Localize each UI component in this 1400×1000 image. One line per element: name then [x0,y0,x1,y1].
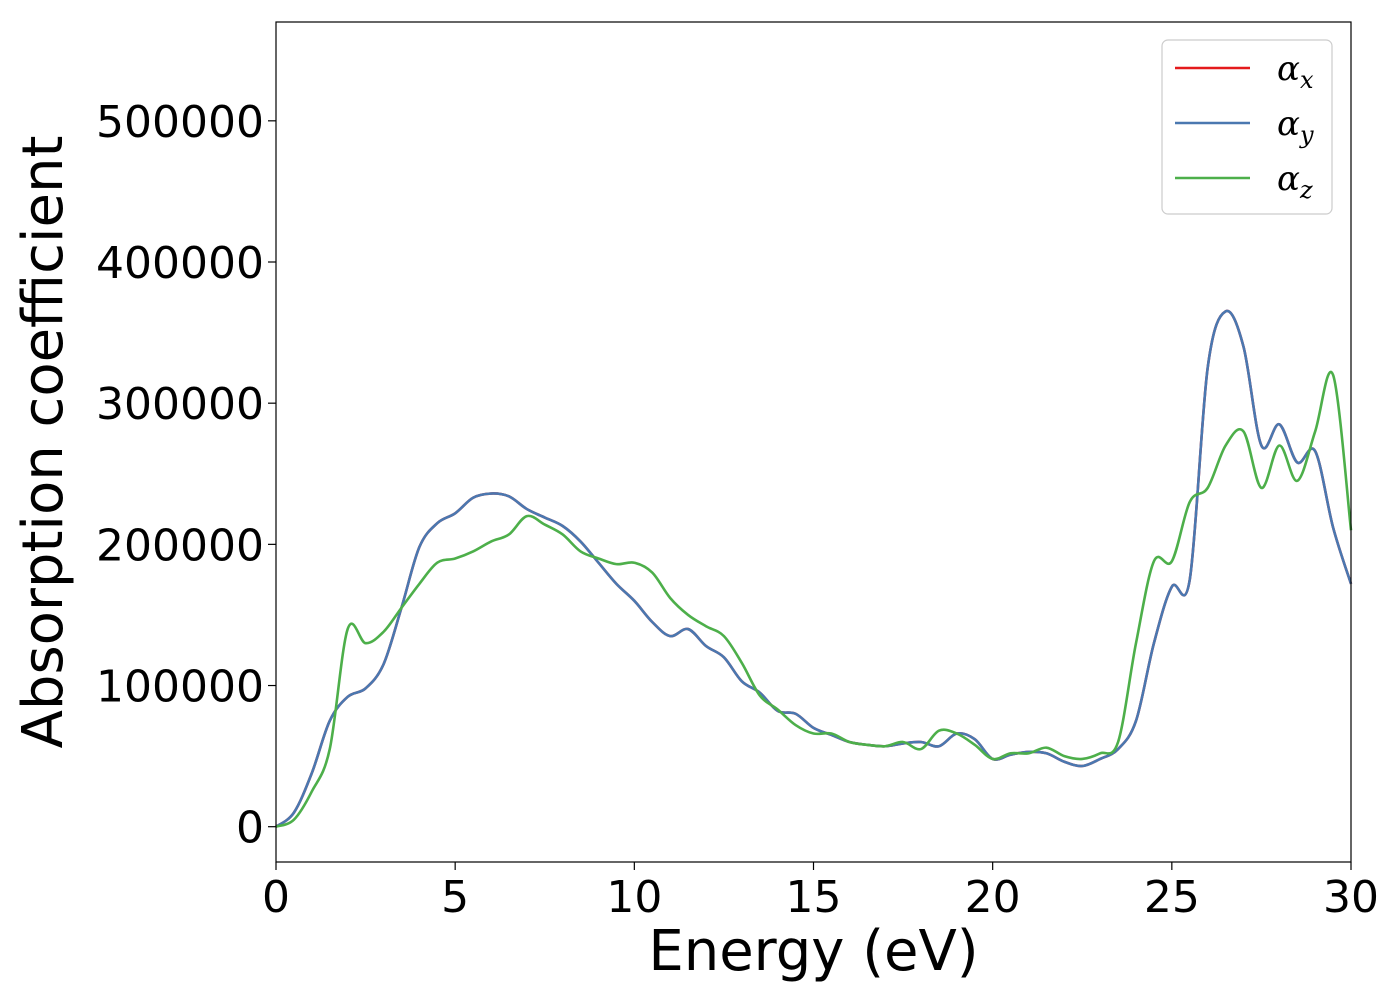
x-tick-label: 25 [1144,872,1200,923]
legend-box [1161,39,1333,215]
x-tick-label: 10 [606,872,662,923]
series-line-x [275,309,1353,828]
y-tick-label: 500000 [96,97,264,148]
y-tick-label: 200000 [96,520,264,571]
y-tick-label: 300000 [96,379,264,430]
y-tick-label: 100000 [96,662,264,713]
x-tick-label: 5 [441,872,469,923]
legend-label-z: αz [1277,159,1313,204]
x-tick-label: 20 [965,872,1021,923]
series-line-z [275,370,1353,828]
y-axis: 0 100000 200000 300000 400000 500000 [96,97,276,854]
x-tick-label: 30 [1323,872,1379,923]
x-tick-label: 0 [262,872,290,923]
series-line-y [275,309,1353,828]
y-axis-label: Absorption coefficient [11,136,76,749]
y-tick-label: 400000 [96,238,264,289]
y-tick-label: 0 [236,803,264,854]
series-layer [275,309,1353,828]
x-axis: 0 5 10 15 20 25 30 [262,862,1379,923]
x-axis-label: Energy (eV) [648,919,978,984]
x-tick-label: 15 [786,872,842,923]
